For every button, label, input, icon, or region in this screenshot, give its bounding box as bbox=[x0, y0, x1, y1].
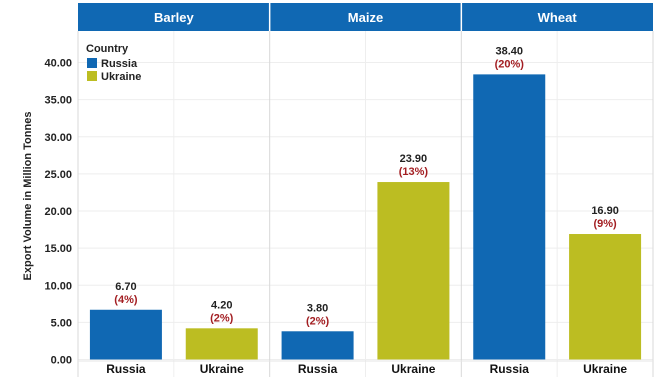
data-label-percent: (4%) bbox=[114, 294, 138, 306]
data-label-value: 16.90 bbox=[591, 205, 619, 217]
bar-maize-russia bbox=[281, 331, 354, 360]
facet-header-maize: Maize bbox=[348, 10, 383, 25]
legend-swatch-ukraine bbox=[87, 71, 97, 81]
facet-header-band bbox=[78, 3, 270, 31]
bar-maize-ukraine bbox=[377, 182, 450, 360]
y-tick-label: 10.00 bbox=[44, 280, 72, 292]
legend-item-ukraine: Ukraine bbox=[101, 71, 141, 83]
y-tick-label: 40.00 bbox=[44, 58, 72, 70]
y-tick-label: 5.00 bbox=[51, 317, 72, 329]
facet-header-wheat: Wheat bbox=[538, 10, 578, 25]
y-tick-label: 35.00 bbox=[44, 95, 72, 107]
data-label-percent: (20%) bbox=[495, 58, 525, 70]
data-label-value: 4.20 bbox=[211, 299, 232, 311]
x-tick-label: Russia bbox=[106, 362, 146, 376]
data-labels-layer: 6.70(4%) 4.20(2%)3.80(2%)23.90(13%)38.40(… bbox=[114, 45, 619, 327]
y-tick-label: 0.00 bbox=[51, 355, 72, 367]
data-label-percent: (2%) bbox=[210, 312, 234, 324]
legend-swatch-russia bbox=[87, 58, 97, 68]
y-axis: 0.00 5.00 10.00 15.00 20.00 25.00 30.00 35.00 40… bbox=[22, 58, 72, 367]
x-tick-label: Ukraine bbox=[200, 362, 244, 376]
data-label-percent: (2%) bbox=[306, 315, 330, 327]
data-label-percent: (13%) bbox=[399, 166, 429, 178]
facet-header-band bbox=[461, 3, 653, 31]
data-label-value: 3.80 bbox=[307, 302, 328, 314]
y-tick-label: 20.00 bbox=[44, 206, 72, 218]
facet-header: Barley Maize Wheat bbox=[78, 3, 653, 31]
x-axis: Russia Ukraine Russia Ukraine Russia Ukraine bbox=[106, 362, 627, 376]
facet-header-band bbox=[269, 3, 462, 31]
x-tick-label: Ukraine bbox=[391, 362, 435, 376]
bar-barley-russia bbox=[89, 309, 162, 360]
data-label-value: 38.40 bbox=[495, 45, 523, 57]
y-tick-label: 25.00 bbox=[44, 169, 72, 181]
legend-item-russia: Russia bbox=[101, 58, 138, 70]
data-label-value: 23.90 bbox=[400, 153, 428, 165]
x-tick-label: Russia bbox=[298, 362, 338, 376]
x-tick-label: Ukraine bbox=[583, 362, 627, 376]
y-axis-label: Export Volume in Million Tonnes bbox=[22, 112, 34, 281]
bar-wheat-ukraine bbox=[569, 234, 642, 360]
x-tick-label: Russia bbox=[490, 362, 530, 376]
legend-title: Country bbox=[86, 43, 129, 55]
facet-header-barley: Barley bbox=[154, 10, 195, 25]
y-tick-label: 30.00 bbox=[44, 132, 72, 144]
grid-layer bbox=[77, 31, 654, 377]
data-label-value: 6.70 bbox=[115, 281, 136, 293]
bars-layer bbox=[89, 74, 642, 360]
bar-barley-ukraine bbox=[185, 328, 258, 360]
y-tick-label: 15.00 bbox=[44, 243, 72, 255]
bar-wheat-russia bbox=[473, 74, 546, 360]
data-label-percent: (9%) bbox=[593, 218, 617, 230]
